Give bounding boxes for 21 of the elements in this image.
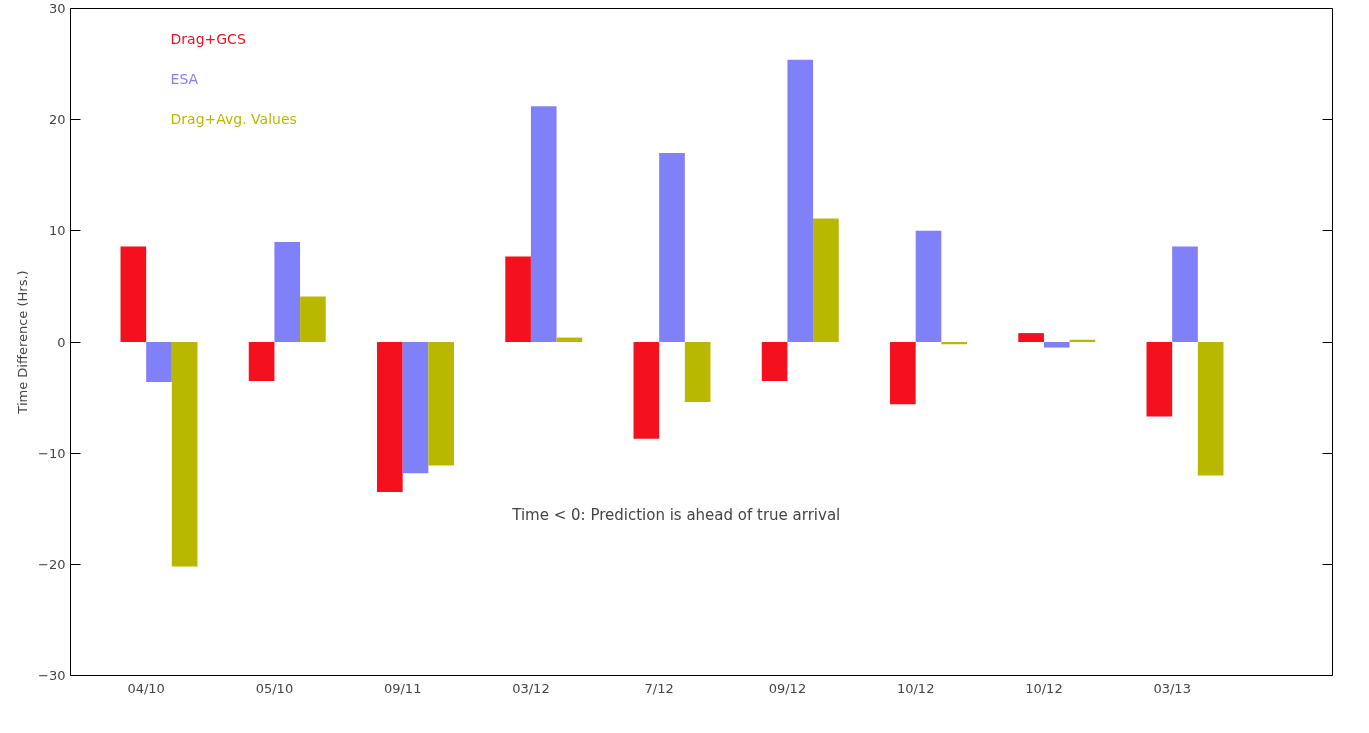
y-axis-title: Time Difference (Hrs.) (15, 270, 31, 415)
x-tick-label: 05/10 (255, 680, 294, 696)
x-tick-label: 09/12 (768, 680, 807, 696)
x-tick-label: 7/12 (644, 680, 674, 696)
y-tick-label: −10 (38, 445, 66, 461)
annotation: Time < 0: Prediction is ahead of true arrival (511, 506, 841, 525)
y-tick-label: 20 (48, 112, 66, 128)
text: ESA (170, 70, 199, 87)
text: Drag+Avg. Values (170, 110, 297, 127)
x-tick-label: 03/13 (1153, 680, 1191, 696)
y-tick-label: −20 (38, 556, 66, 572)
text: Drag+GCS (170, 30, 246, 47)
x-tick-label: 04/10 (127, 680, 165, 696)
x-tick-label: 10/12 (1025, 680, 1063, 696)
x-tick-label: 03/12 (512, 680, 550, 696)
x-tick-label: 09/11 (383, 680, 422, 696)
y-tick-label: −30 (38, 668, 66, 683)
y-tick-label: 0 (57, 334, 66, 350)
y-tick-label: 30 (48, 1, 66, 16)
x-tick-label: 10/12 (896, 680, 935, 696)
y-tick-label: 10 (48, 223, 66, 239)
